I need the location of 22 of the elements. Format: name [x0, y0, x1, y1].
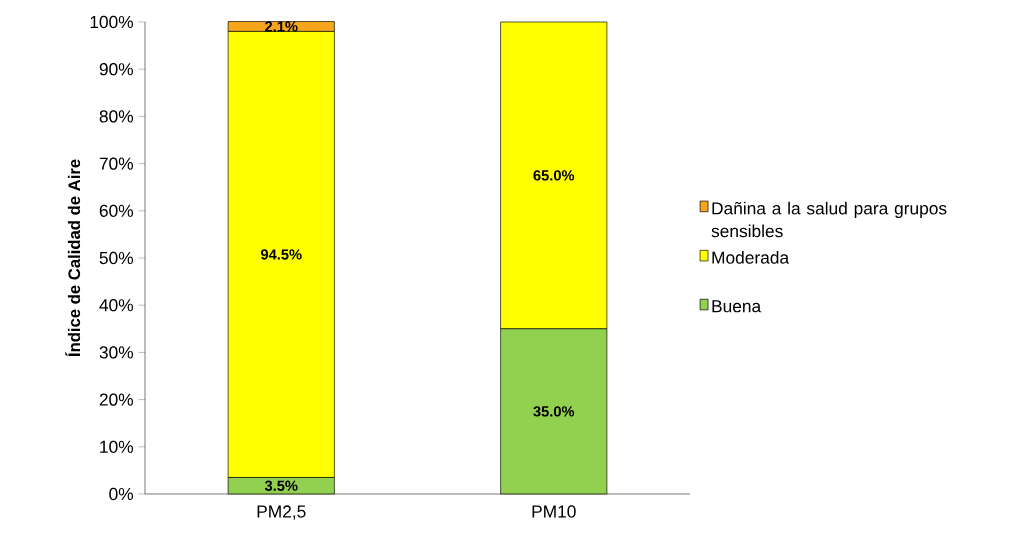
y-tick-label: 30% — [99, 346, 134, 359]
y-tick-label: 60% — [99, 204, 134, 217]
y-axis-title: Índice de Calidad de Aire — [65, 159, 81, 357]
legend-label: Buena — [712, 300, 762, 313]
y-tick-label: 100% — [90, 15, 134, 29]
data-label: 94.5% — [260, 249, 302, 260]
y-tick-label: 50% — [99, 251, 134, 265]
y-tick-label: 20% — [99, 393, 134, 406]
x-tick-label: PM2,5 — [257, 505, 306, 520]
x-tick-label: PM10 — [532, 505, 576, 518]
legend-label: Moderada — [712, 251, 790, 264]
y-tick-label: 0% — [109, 487, 134, 501]
data-label: 3.5% — [264, 480, 298, 491]
data-label: 65.0% — [533, 170, 575, 181]
data-label: 2.1% — [265, 21, 298, 32]
y-tick-label: 40% — [99, 299, 134, 312]
y-tick-label: 90% — [99, 63, 134, 76]
y-tick-label: 70% — [99, 157, 134, 170]
legend-label: Dañina a la salud para grupos sensibles — [711, 201, 947, 238]
data-label: 35.0% — [533, 406, 575, 417]
y-tick-label: 80% — [99, 110, 134, 123]
y-tick-label: 10% — [100, 440, 134, 453]
